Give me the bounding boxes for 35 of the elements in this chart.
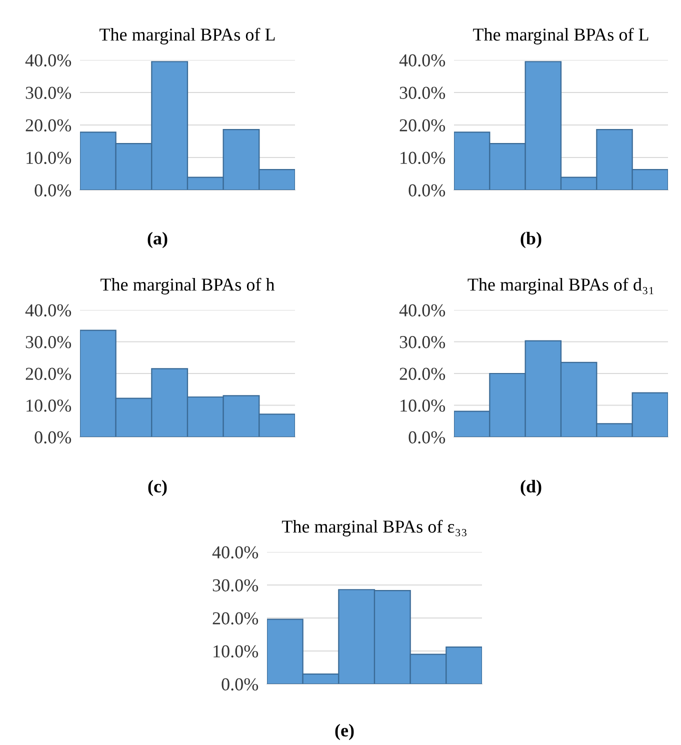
text: (d) [520,480,542,496]
text: (b) [520,232,542,248]
y-tick-label: 30.0% [26,336,72,348]
chart-title: The marginal BPAs of ε₃₃ [282,520,466,536]
y-tick-label: 20.0% [26,368,72,380]
y-tick-label: 0.0% [222,678,258,691]
y-tick-label: 20.0% [400,119,446,132]
y-tick-label: 0.0% [408,431,446,444]
y-tick-label: 10.0% [26,152,72,164]
text: (a) [148,232,168,248]
y-tick-label: 0.0% [34,184,72,197]
chart-title: The marginal BPAs of h [100,278,275,294]
y-tick-label: 40.0% [399,54,446,67]
y-tick-label: 40.0% [25,304,72,317]
y-tick-label: 30.0% [26,86,72,100]
y-tick-label: 30.0% [400,86,446,100]
y-tick-label: 20.0% [400,368,446,380]
y-tick-label: 10.0% [400,400,446,412]
y-tick-label: 40.0% [399,304,446,317]
y-tick-label: 10.0% [26,400,72,412]
text: (e) [335,724,354,740]
chart-title: The marginal BPAs of d₃₁ [468,278,654,294]
y-tick-label: 20.0% [212,612,258,625]
y-tick-label: 0.0% [34,431,72,444]
y-tick-label: 40.0% [212,546,258,559]
y-tick-label: 40.0% [25,54,72,67]
y-tick-label: 10.0% [400,152,446,164]
chart-title: The marginal BPAs of L [473,28,648,44]
y-tick-label: 10.0% [214,645,258,658]
y-tick-label: 30.0% [212,579,258,592]
text: (c) [148,480,167,496]
chart-title: The marginal BPAs of L [100,28,275,44]
y-tick-label: 20.0% [26,119,72,132]
y-tick-label: 30.0% [400,336,446,348]
y-tick-label: 0.0% [408,184,446,197]
